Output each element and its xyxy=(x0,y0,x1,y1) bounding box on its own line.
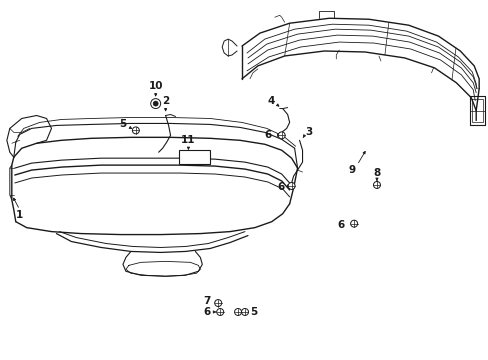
Circle shape xyxy=(373,181,380,188)
Circle shape xyxy=(350,220,357,227)
Text: 10: 10 xyxy=(148,81,163,91)
Circle shape xyxy=(287,183,294,189)
Bar xyxy=(178,150,210,164)
Circle shape xyxy=(241,309,248,315)
Text: 6: 6 xyxy=(277,182,284,192)
Text: 6: 6 xyxy=(337,220,344,230)
Text: 5: 5 xyxy=(119,120,126,130)
Text: 4: 4 xyxy=(266,96,274,105)
Text: 7: 7 xyxy=(203,296,210,306)
Text: 11: 11 xyxy=(181,135,195,145)
Text: 3: 3 xyxy=(304,127,311,138)
Text: 2: 2 xyxy=(162,96,169,105)
Circle shape xyxy=(214,300,221,306)
Circle shape xyxy=(234,309,241,315)
Circle shape xyxy=(150,99,161,109)
Text: 9: 9 xyxy=(348,165,355,175)
Circle shape xyxy=(132,127,139,134)
Circle shape xyxy=(153,101,158,106)
Text: 8: 8 xyxy=(372,168,380,178)
Text: 6: 6 xyxy=(264,130,271,140)
Text: 6: 6 xyxy=(203,307,210,317)
Text: 5: 5 xyxy=(250,307,257,317)
Text: 1: 1 xyxy=(16,210,23,220)
Circle shape xyxy=(278,132,285,139)
Circle shape xyxy=(216,309,223,315)
